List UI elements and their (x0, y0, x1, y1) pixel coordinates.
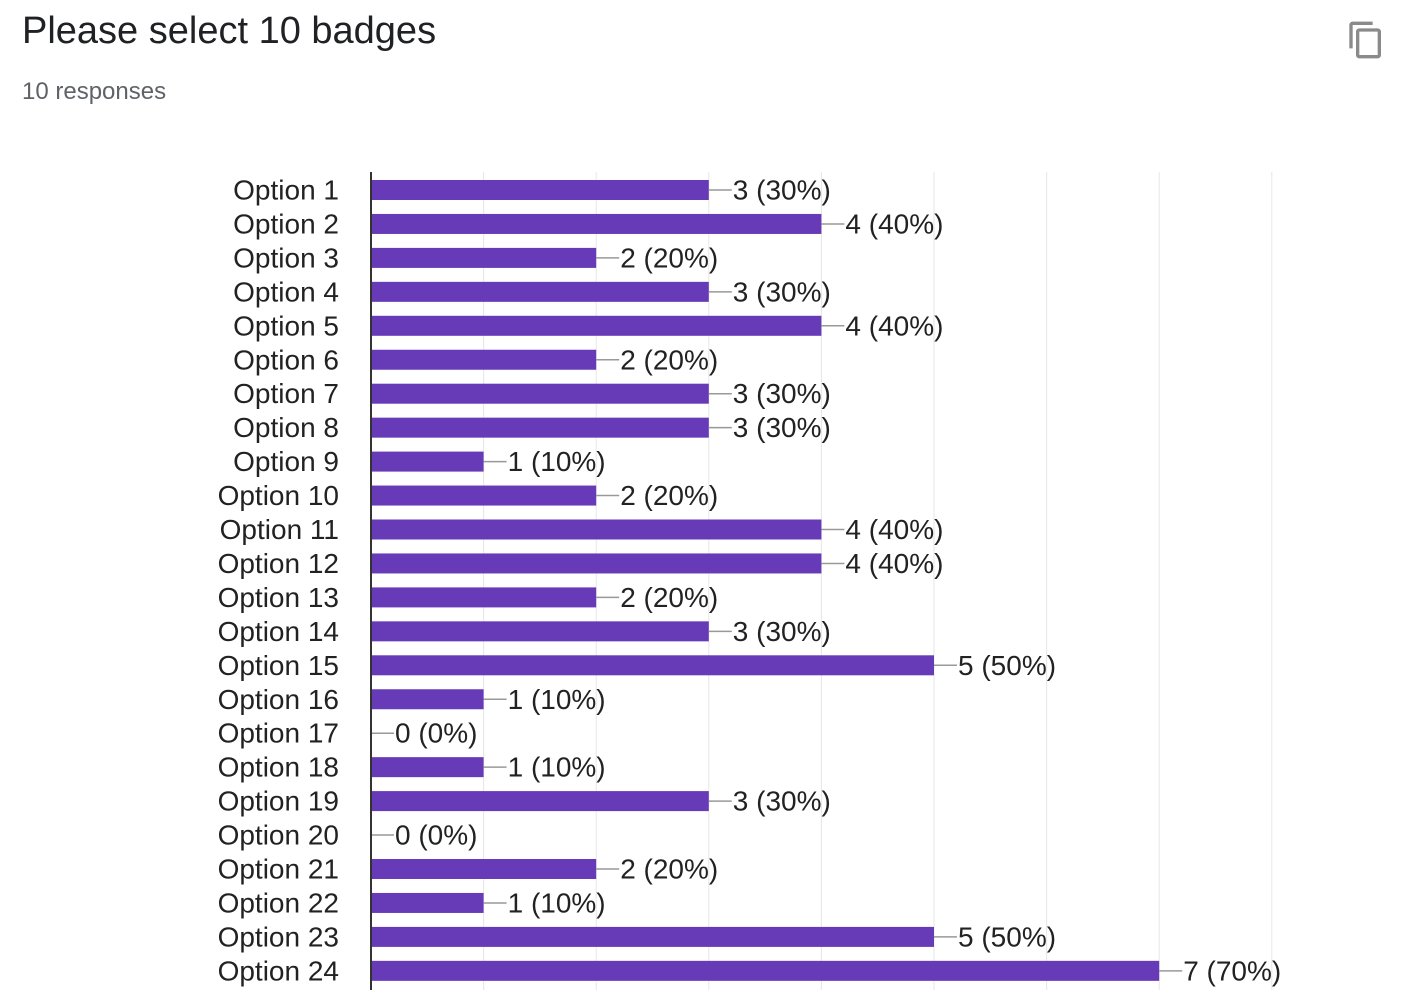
value-label: 2 (20%) (620, 582, 718, 613)
bar (371, 621, 709, 642)
value-label: 2 (20%) (620, 344, 718, 375)
category-label: Option 24 (218, 955, 339, 986)
value-label: 2 (20%) (620, 854, 718, 885)
bar (371, 791, 709, 812)
category-label: Option 18 (218, 752, 339, 783)
value-label: 0 (0%) (395, 718, 477, 749)
category-label: Option 13 (218, 582, 339, 613)
bar (371, 383, 709, 404)
value-label: 1 (10%) (508, 446, 606, 477)
category-label: Option 14 (218, 616, 339, 647)
category-label: Option 17 (218, 718, 339, 749)
bar (371, 281, 709, 302)
bar (371, 892, 484, 913)
value-label: 4 (40%) (845, 548, 943, 579)
value-label: 2 (20%) (620, 242, 718, 273)
category-label: Option 23 (218, 921, 339, 952)
value-label: 3 (30%) (733, 616, 831, 647)
value-label: 2 (20%) (620, 480, 718, 511)
category-label: Option 16 (218, 684, 339, 715)
bar (371, 247, 597, 268)
value-label: 0 (0%) (395, 820, 477, 851)
category-label: Option 20 (218, 820, 339, 851)
value-label: 4 (40%) (845, 310, 943, 341)
value-label: 3 (30%) (733, 378, 831, 409)
category-label: Option 10 (218, 480, 339, 511)
value-label: 3 (30%) (733, 175, 831, 206)
category-label: Option 8 (233, 412, 339, 443)
response-count: 10 responses (22, 78, 167, 105)
copy-icon (1349, 21, 1381, 59)
value-label: 4 (40%) (845, 514, 943, 545)
bar (371, 655, 934, 676)
category-label: Option 4 (233, 276, 339, 307)
bar (371, 519, 822, 540)
category-label: Option 15 (218, 650, 339, 681)
category-label: Option 2 (233, 208, 339, 239)
bar (371, 757, 484, 778)
category-label: Option 9 (233, 446, 339, 477)
bar (371, 451, 484, 472)
value-label: 1 (10%) (508, 684, 606, 715)
value-label: 3 (30%) (733, 276, 831, 307)
category-label: Option 21 (218, 854, 339, 885)
category-label: Option 12 (218, 548, 339, 579)
value-label: 3 (30%) (733, 786, 831, 817)
copy-chart-button[interactable] (1340, 14, 1392, 66)
category-label: Option 6 (233, 344, 339, 375)
value-label: 5 (50%) (958, 650, 1056, 681)
value-label: 1 (10%) (508, 887, 606, 918)
value-label: 4 (40%) (845, 208, 943, 239)
value-label: 3 (30%) (733, 412, 831, 443)
bar (371, 485, 597, 506)
bar (371, 926, 934, 947)
value-label: 1 (10%) (508, 752, 606, 783)
bar (371, 960, 1160, 981)
bar (371, 587, 597, 608)
bar (371, 349, 597, 370)
category-label: Option 7 (233, 378, 339, 409)
bar (371, 213, 822, 234)
value-label: 5 (50%) (958, 921, 1056, 952)
bar (371, 315, 822, 336)
category-label: Option 5 (233, 310, 339, 341)
bar (371, 417, 709, 438)
bar (371, 859, 597, 879)
value-label: 7 (70%) (1183, 955, 1281, 986)
category-label: Option 1 (233, 175, 339, 206)
category-label: Option 11 (220, 514, 339, 545)
category-label: Option 22 (218, 887, 339, 918)
bar (371, 689, 484, 710)
category-label: Option 19 (218, 786, 339, 817)
chart-title: Please select 10 badges (22, 10, 437, 52)
bar (371, 180, 709, 200)
bar (371, 553, 822, 574)
category-label: Option 3 (233, 242, 339, 273)
